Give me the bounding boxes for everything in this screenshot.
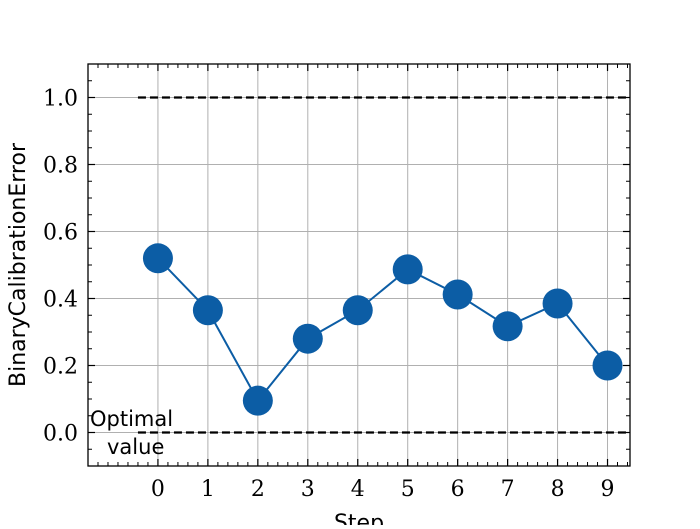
optimal-value-annotation-line1: Optimal <box>90 407 173 431</box>
y-tick-label: 0.8 <box>43 154 78 179</box>
x-tick-label: 2 <box>251 477 265 502</box>
y-tick-label: 0.0 <box>43 422 78 447</box>
data-point <box>292 323 323 354</box>
x-tick-label: 0 <box>151 477 165 502</box>
y-tick-label: 0.4 <box>43 288 78 313</box>
x-tick-label: 8 <box>551 477 565 502</box>
data-point <box>242 385 273 416</box>
x-tick-label: 3 <box>301 477 315 502</box>
y-tick-label: 0.6 <box>43 221 78 246</box>
optimal-value-annotation-line2: value <box>107 435 164 459</box>
y-tick-label: 0.2 <box>43 355 78 380</box>
series-layer <box>142 243 623 416</box>
x-tick-label: 6 <box>451 477 465 502</box>
y-axis-label: BinaryCalibrationError <box>6 142 31 387</box>
data-point <box>542 288 573 319</box>
data-point <box>192 295 223 326</box>
x-axis-label: Step <box>334 511 384 525</box>
tick-labels: 0 1 2 3 4 5 6 7 8 9 0.0 0.2 0.4 0.6 0.8 1.0 <box>43 87 615 503</box>
x-tick-label: 4 <box>351 477 365 502</box>
data-point <box>342 295 373 326</box>
data-point <box>142 243 173 274</box>
reference-lines <box>137 96 630 434</box>
data-point <box>392 254 423 285</box>
data-point <box>442 279 473 310</box>
x-tick-label: 1 <box>201 477 215 502</box>
data-point <box>492 311 523 342</box>
series-line <box>157 257 609 403</box>
x-tick-label: 9 <box>601 477 615 502</box>
axis-ticks <box>88 63 630 467</box>
x-tick-label: 5 <box>401 477 415 502</box>
x-tick-label: 7 <box>501 477 515 502</box>
y-tick-label: 1.0 <box>43 87 78 112</box>
data-point <box>592 350 623 381</box>
